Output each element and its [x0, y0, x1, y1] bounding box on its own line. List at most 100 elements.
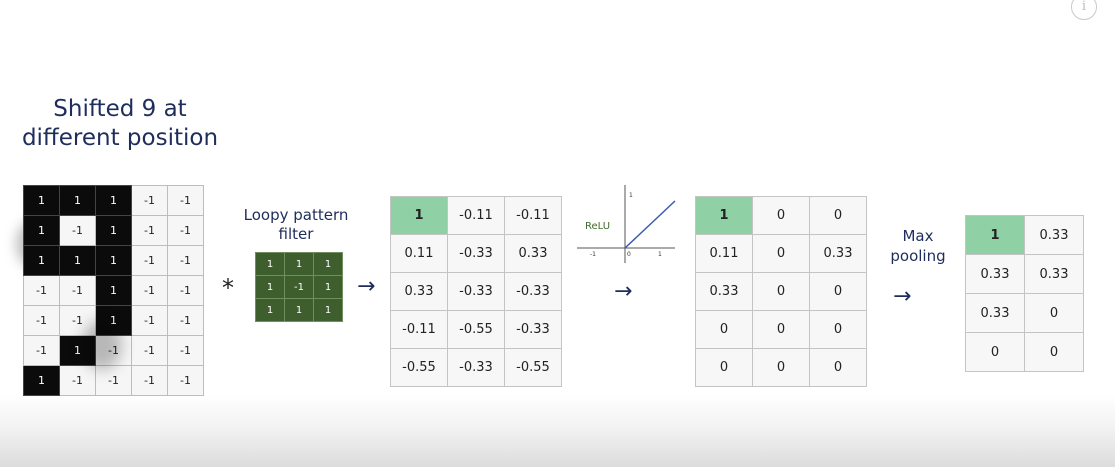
relu-output-cell: 0.11 — [695, 234, 753, 273]
relu-output-cell: 0.33 — [809, 234, 867, 273]
stroke-shadow — [82, 320, 122, 370]
pooled-grid: 1 0.33 0.33 0.33 0.33 0 0 0 — [965, 215, 1084, 372]
feature-map-row: 1 -0.11 -0.11 — [390, 196, 562, 235]
info-icon[interactable]: i — [1071, 0, 1097, 20]
feature-map-cell: 0.33 — [504, 234, 562, 273]
input-cell: -1 — [167, 365, 204, 396]
relu-tick-0: 0 — [627, 251, 631, 258]
input-row: 1 -1 1 -1 -1 — [23, 215, 204, 246]
slide-title: Shifted 9 at different position — [0, 95, 240, 153]
relu-graph — [577, 185, 676, 263]
pooled-row: 0.33 0.33 — [965, 254, 1084, 294]
feature-map-cell: -0.33 — [504, 272, 562, 311]
feature-map-cell: -0.11 — [390, 310, 448, 349]
input-cell: -1 — [167, 305, 204, 336]
relu-output-cell: 0 — [752, 310, 810, 349]
feature-map-row: -0.11 -0.55 -0.33 — [390, 310, 562, 349]
feature-map-cell: -0.33 — [447, 234, 505, 273]
feature-map-cell: -0.33 — [447, 348, 505, 387]
input-row: -1 -1 1 -1 -1 — [23, 275, 204, 306]
max-pooling-label: Max pooling — [880, 226, 956, 266]
pooled-cell: 0.33 — [965, 293, 1025, 333]
feature-map-row: 0.11 -0.33 0.33 — [390, 234, 562, 273]
input-cell: -1 — [131, 275, 168, 306]
feature-map-cell: -0.33 — [504, 310, 562, 349]
input-cell: 1 — [23, 245, 60, 276]
relu-output-cell: 0 — [752, 348, 810, 387]
relu-tick-1: 1 — [658, 251, 662, 258]
input-cell: 1 — [59, 335, 96, 366]
input-cell: 1 — [59, 245, 96, 276]
input-cell: -1 — [167, 185, 204, 216]
pooled-row: 1 0.33 — [965, 215, 1084, 255]
relu-output-cell: 0 — [752, 272, 810, 311]
feature-map-cell: 0.33 — [390, 272, 448, 311]
input-row: 1 -1 -1 -1 -1 — [23, 365, 204, 396]
relu-y-tick-1: 1 — [629, 192, 633, 199]
pooled-row: 0.33 0 — [965, 293, 1084, 333]
relu-output-cell: 0 — [809, 196, 867, 235]
filter-label-line-2: filter — [278, 225, 314, 243]
relu-label: ReLU — [585, 221, 611, 232]
relu-output-grid: 1 0 0 0.11 0 0.33 0.33 0 0 0 0 0 0 0 0 — [695, 196, 867, 387]
input-cell: -1 — [95, 365, 132, 396]
input-cell: -1 — [131, 185, 168, 216]
filter-cell: 1 — [284, 298, 314, 322]
pool-label-line-2: pooling — [890, 247, 946, 265]
input-cell: -1 — [23, 305, 60, 336]
filter-label-line-1: Loopy pattern — [243, 206, 349, 224]
feature-map-cell: -0.55 — [390, 348, 448, 387]
title-line-2: different position — [21, 125, 219, 151]
input-cell: -1 — [167, 215, 204, 246]
filter-row: 1 -1 1 — [255, 275, 343, 299]
pooled-cell: 0 — [1024, 332, 1084, 372]
input-cell: -1 — [167, 245, 204, 276]
filter-cell: 1 — [284, 252, 314, 276]
relu-tick-neg1: -1 — [590, 251, 596, 258]
pool-label-line-1: Max — [902, 227, 934, 245]
feature-map-cell: -0.11 — [504, 196, 562, 235]
input-cell: -1 — [167, 335, 204, 366]
relu-output-cell: 0 — [752, 196, 810, 235]
relu-output-row: 0.11 0 0.33 — [695, 234, 867, 273]
feature-map-cell: -0.33 — [447, 272, 505, 311]
pooled-cell: 0.33 — [965, 254, 1025, 294]
input-cell: 1 — [23, 215, 60, 246]
input-cell: -1 — [131, 335, 168, 366]
input-cell: 1 — [59, 185, 96, 216]
input-cell: -1 — [131, 215, 168, 246]
input-cell: 1 — [23, 185, 60, 216]
relu-output-cell: 1 — [695, 196, 753, 235]
filter-label: Loopy pattern filter — [230, 206, 362, 244]
relu-output-cell: 0 — [695, 348, 753, 387]
input-cell: 1 — [95, 215, 132, 246]
pooled-cell: 1 — [965, 215, 1025, 255]
filter-cell: 1 — [255, 252, 285, 276]
relu-output-cell: 0 — [695, 310, 753, 349]
relu-output-row: 0.33 0 0 — [695, 272, 867, 311]
input-cell: 1 — [23, 365, 60, 396]
input-cell: 1 — [95, 245, 132, 276]
feature-map-cell: 0.11 — [390, 234, 448, 273]
filter-cell: 1 — [313, 298, 343, 322]
filter-cell: 1 — [255, 275, 285, 299]
feature-map-row: -0.55 -0.33 -0.55 — [390, 348, 562, 387]
input-cell: -1 — [59, 365, 96, 396]
input-cell: -1 — [59, 305, 96, 336]
input-cell: 1 — [95, 185, 132, 216]
feature-map-cell: -0.55 — [447, 310, 505, 349]
input-cell: -1 — [23, 335, 60, 366]
input-row: 1 1 1 -1 -1 — [23, 185, 204, 216]
arrow-icon: → — [357, 274, 376, 299]
input-cell: -1 — [131, 365, 168, 396]
input-cell: 1 — [95, 275, 132, 306]
input-row: 1 1 1 -1 -1 — [23, 245, 204, 276]
input-cell: -1 — [59, 215, 96, 246]
feature-map-cell: -0.11 — [447, 196, 505, 235]
input-cell: -1 — [23, 275, 60, 306]
feature-map-cell: 1 — [390, 196, 448, 235]
